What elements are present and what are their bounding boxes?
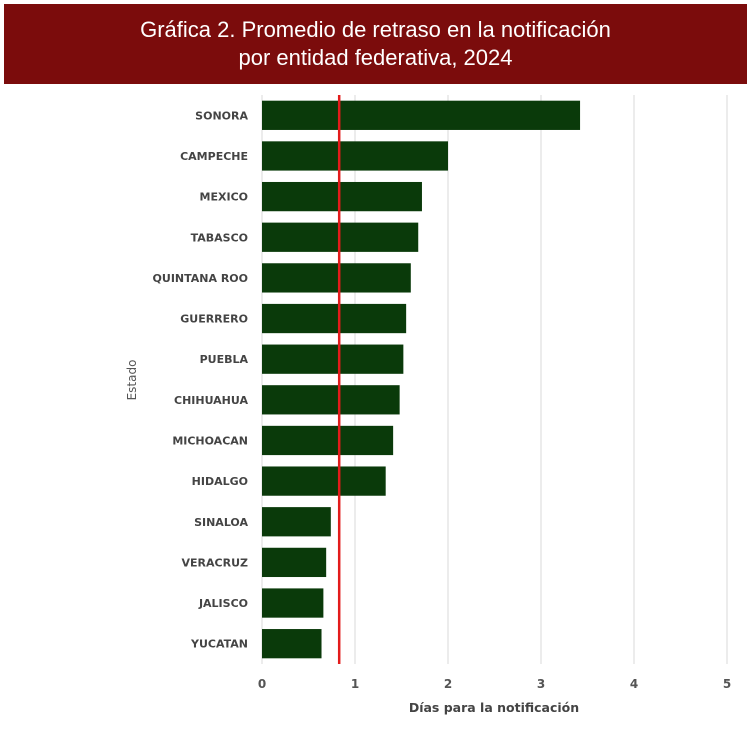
category-label: JALISCO [198,597,248,610]
bar-guerrero [262,303,407,334]
x-tick-label: 4 [630,677,638,691]
bar-hidalgo [262,466,386,496]
category-label: HIDALGO [192,475,248,488]
bar-chihuahua [262,385,400,415]
bar-puebla [262,344,404,374]
bar-yucatan [262,629,322,659]
category-label: QUINTANA ROO [153,272,248,285]
bar-sinaloa [262,507,331,537]
category-label: MEXICO [200,191,248,204]
chart-title-line-1: Gráfica 2. Promedio de retraso en la not… [140,17,611,42]
category-label: GUERRERO [180,313,248,326]
bar-mexico [262,181,422,212]
category-labels: SONORA CAMPECHE MEXICO TABASCO QUINTANA ROO G… [153,109,249,650]
x-tick-labels: 0 1 2 3 4 5 [258,677,731,691]
bar-campeche [262,141,448,171]
category-label: TABASCO [191,231,248,244]
bar-quintana-roo [262,263,411,293]
category-label: SINALOA [194,516,248,529]
x-tick-label: 3 [537,677,545,691]
x-tick-label: 0 [258,677,266,691]
bars [262,100,581,659]
x-tick-label: 5 [723,677,731,691]
category-label: VERACRUZ [182,556,248,569]
chart-title-banner: Gráfica 2. Promedio de retraso en la not… [4,4,747,84]
bar-sonora [262,100,581,130]
category-label: PUEBLA [200,353,249,366]
bar-jalisco [262,588,324,618]
category-label: YUCATAN [190,638,248,651]
gridlines [261,95,728,664]
category-label: SONORA [195,109,248,122]
x-tick-label: 2 [444,677,452,691]
bar-veracruz [262,547,327,578]
y-axis-title: Estado [125,360,139,401]
category-label: CAMPECHE [180,150,248,163]
chart-title-line-2: por entidad federativa, 2024 [238,45,513,70]
category-label: MICHOACAN [172,434,248,447]
bar-michoacan [262,425,394,456]
x-axis-title: Días para la notificación [409,700,579,715]
x-tick-label: 1 [351,677,359,691]
category-label: CHIHUAHUA [174,394,248,407]
